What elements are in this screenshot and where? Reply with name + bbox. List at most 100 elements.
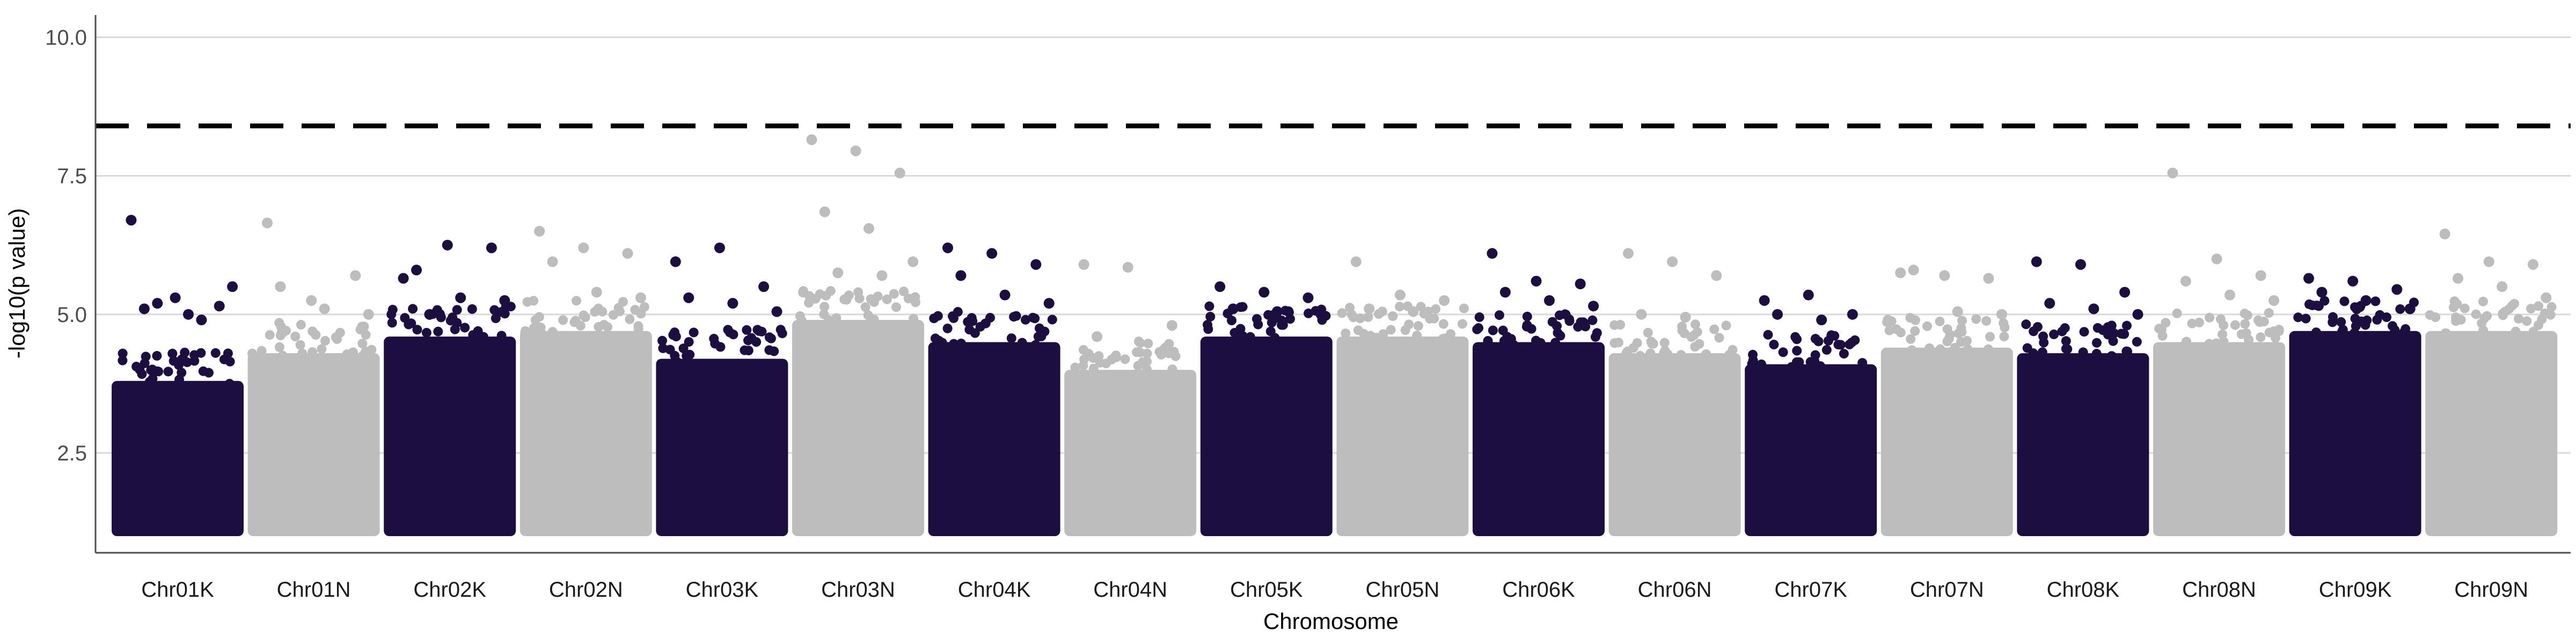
snp-outlier-point xyxy=(182,309,194,320)
snp-point xyxy=(1983,344,1993,354)
snp-point xyxy=(2121,346,2132,356)
snp-point xyxy=(1238,302,1248,312)
snp-point xyxy=(1280,305,1290,316)
snp-point xyxy=(1580,321,1591,332)
snp-point xyxy=(1088,353,1099,363)
snp-point xyxy=(2236,329,2246,339)
snp-point xyxy=(742,325,752,335)
snp-point xyxy=(571,296,581,306)
snp-point xyxy=(1047,314,1057,325)
snp-point xyxy=(639,302,649,312)
snp-outlier-point xyxy=(1636,309,1647,320)
snp-point xyxy=(342,349,352,360)
snp-point xyxy=(2061,336,2071,346)
snp-outlier-point xyxy=(1271,306,1283,317)
snp-outlier-point xyxy=(442,239,453,251)
snp-point xyxy=(1285,314,1295,324)
snp-point xyxy=(558,315,568,325)
snp-point xyxy=(2057,326,2067,336)
snp-outlier-point xyxy=(622,248,633,259)
snp-outlier-point xyxy=(262,217,273,229)
snp-point xyxy=(723,325,733,335)
snp-point xyxy=(177,368,187,378)
snp-point xyxy=(478,332,488,342)
snp-point xyxy=(2304,299,2314,309)
snp-point xyxy=(964,325,975,335)
snp-outlier-point xyxy=(1166,320,1177,331)
snp-point xyxy=(1034,323,1044,333)
snp-point xyxy=(2382,312,2392,323)
snp-point xyxy=(2264,308,2274,318)
snp-outlier-point xyxy=(578,242,589,253)
snp-point xyxy=(308,347,318,357)
snp-outlier-point xyxy=(319,303,330,314)
snp-outlier-point xyxy=(126,215,137,226)
snp-point xyxy=(1205,312,1216,322)
axes xyxy=(94,15,2571,554)
x-tick-label-chr03n: Chr03N xyxy=(821,578,895,602)
snp-point xyxy=(1645,348,1656,358)
snp-point xyxy=(2372,314,2382,325)
snp-point xyxy=(1778,347,1788,357)
snp-point xyxy=(866,294,876,304)
snp-point xyxy=(1564,314,1575,324)
snp-point xyxy=(2370,296,2381,306)
snp-point xyxy=(1621,348,1631,358)
snp-outlier-point xyxy=(863,223,874,234)
snp-point xyxy=(421,327,431,338)
snp-outlier-point xyxy=(1996,309,2007,320)
snp-point xyxy=(2256,332,2266,342)
x-tick-label-chr09k: Chr09K xyxy=(2319,578,2392,602)
snp-outlier-point xyxy=(2167,167,2178,179)
x-tick-label-chr01n: Chr01N xyxy=(277,578,351,602)
snp-outlier-point xyxy=(1364,303,1375,314)
snp-point xyxy=(1377,306,1387,317)
x-tick-label-chr06n: Chr06N xyxy=(1638,578,1712,602)
snp-point xyxy=(1794,357,1804,367)
snp-point xyxy=(2526,304,2536,314)
snp-point xyxy=(910,292,920,302)
snp-point xyxy=(1886,316,1897,326)
snp-point xyxy=(766,333,776,343)
snp-point xyxy=(854,294,865,304)
snp-point xyxy=(1956,323,1966,333)
snp-point xyxy=(709,334,719,344)
snp-point xyxy=(2240,319,2250,329)
snp-point xyxy=(2161,318,2171,328)
snp-point xyxy=(1245,332,1255,342)
snp-point xyxy=(1204,301,1214,311)
snp-point xyxy=(1956,337,1966,347)
snp-point xyxy=(1017,338,1027,348)
snp-outlier-point xyxy=(1408,306,1419,317)
snp-point xyxy=(361,330,371,340)
x-tick-label-chr05n: Chr05N xyxy=(1365,578,1439,602)
snp-outlier-point xyxy=(2439,229,2450,240)
snp-point xyxy=(689,327,699,338)
snp-outlier-point xyxy=(2541,292,2552,303)
snp-point xyxy=(2061,343,2071,354)
point-mass-chr05k xyxy=(1200,336,1333,537)
snp-point xyxy=(930,333,940,343)
snp-point xyxy=(1999,332,2009,342)
snp-point xyxy=(1348,312,1358,323)
point-mass-chr02k xyxy=(384,336,516,537)
snp-point xyxy=(869,314,879,325)
snp-point xyxy=(146,365,156,375)
x-tick-label-chr08k: Chr08K xyxy=(2047,578,2120,602)
snp-outlier-point xyxy=(275,281,286,292)
snp-point xyxy=(1709,324,1719,334)
snp-point xyxy=(152,351,162,361)
snp-outlier-point xyxy=(1803,289,1814,301)
snp-point xyxy=(1522,311,1532,321)
point-mass-chr02n xyxy=(519,331,652,537)
snp-outlier-point xyxy=(363,309,374,320)
point-mass-chr07k xyxy=(1745,364,1877,537)
snp-point xyxy=(1135,338,1145,348)
snp-outlier-point xyxy=(138,303,150,314)
snp-point xyxy=(1935,344,1945,354)
snp-point xyxy=(1971,314,1981,324)
x-tick-label-chr06k: Chr06K xyxy=(1502,578,1575,602)
snp-point xyxy=(2240,309,2250,319)
snp-outlier-point xyxy=(942,242,954,253)
snp-point xyxy=(2268,326,2279,336)
